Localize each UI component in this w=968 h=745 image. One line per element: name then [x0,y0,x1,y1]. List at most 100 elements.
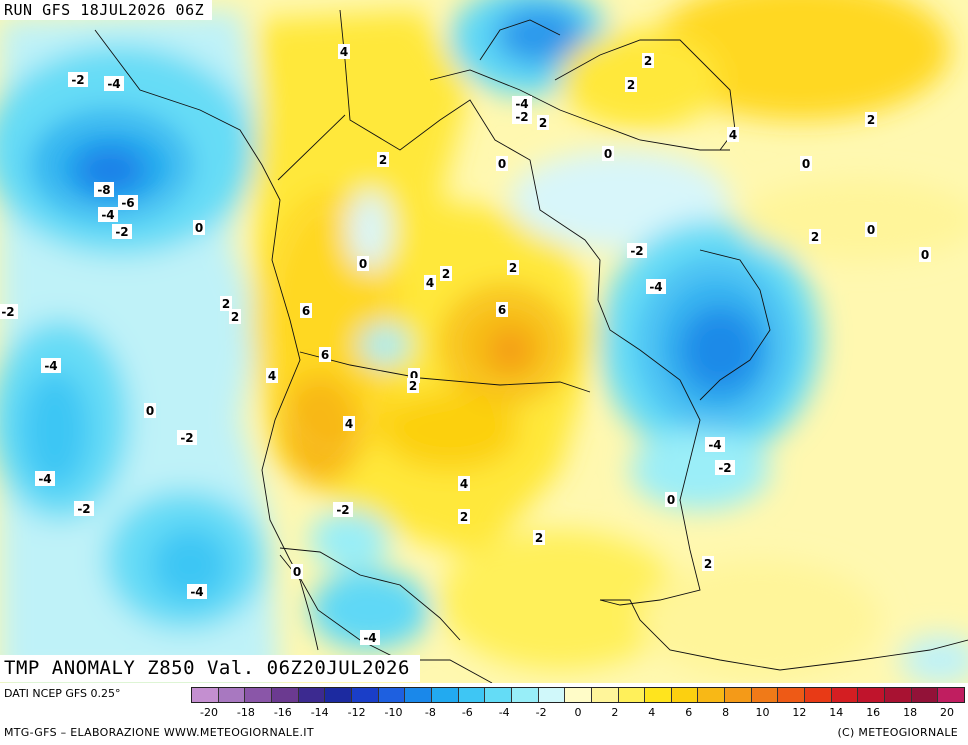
contour-label-bg [41,358,61,373]
color-swatch [325,688,352,702]
contour-label: -2 [1,305,14,319]
contour-label-bg [533,530,545,545]
contour-label-bg [144,403,156,418]
contour-label-bg [338,44,350,59]
contour-label: 0 [921,248,929,262]
contour-label-bg [407,378,419,393]
contour-label: 0 [146,404,154,418]
contour-label: 0 [802,157,810,171]
contour-label: 4 [729,128,737,142]
contour-label: 6 [321,348,329,362]
contour-label-bg [343,416,355,431]
contour-label-bg [727,127,739,142]
contour-label-bg [865,222,877,237]
color-swatch [671,688,699,702]
contour-label: 4 [340,45,348,59]
contour-label-bg [291,564,303,579]
color-scale-tick-label: -20 [200,706,218,719]
contour-label: -4 [190,585,203,599]
credits-left: MTG-GFS – ELABORAZIONE WWW.METEOGIORNALE… [4,726,314,739]
contour-label-bg [512,96,532,111]
contour-label-bg [0,304,18,319]
contour-label-bg [537,115,549,130]
contour-label-bg [94,182,114,197]
color-swatch [378,688,406,702]
contour-label: 2 [644,54,652,68]
contour-label: 0 [359,257,367,271]
contour-label-bg [625,77,637,92]
contour-label-bg [642,53,654,68]
contour-label-bg [705,437,725,452]
color-swatch [485,688,512,702]
contour-label: 2 [627,78,635,92]
color-scale-tick-label: -2 [535,706,547,719]
contour-label: -2 [718,461,731,475]
contour-label: 2 [539,116,547,130]
contour-label-bg [377,152,389,167]
contour-label-bg [800,156,812,171]
contour-label-bg [496,302,508,317]
color-scale-tick-label: 20 [940,706,954,719]
color-swatch [218,688,246,702]
contour-label: 2 [231,310,239,324]
contour-label-bg [702,556,714,571]
color-swatch [778,688,806,702]
contour-label: -4 [107,77,120,91]
color-swatch [511,688,539,702]
color-scale-tick-label: -4 [498,706,510,719]
color-swatch [751,688,779,702]
color-swatch [591,688,619,702]
contour-label-bg [496,156,508,171]
contour-label: 4 [426,276,434,290]
contour-label: -8 [97,183,110,197]
contour-label: -2 [71,73,84,87]
color-swatch [911,688,939,702]
color-swatch [405,688,432,702]
color-scale-tick-label: 14 [829,706,844,719]
contour-label-bg [360,630,380,645]
color-swatch [831,688,859,702]
color-swatch [271,688,299,702]
contour-label-bg [512,109,532,124]
color-swatch [245,688,272,702]
contour-label: -4 [38,472,51,486]
color-swatch [698,688,726,702]
contour-label-bg [118,195,138,210]
color-swatch [938,688,965,702]
contour-label: 2 [704,557,712,571]
contour-label-bg [35,471,55,486]
color-scale-tick-label: 4 [648,706,656,719]
contour-label-bg [74,501,94,516]
credits-right: (C) METEOGIORNALE [837,726,958,739]
color-scale-ticks: -20 -18 -16 -14 -12 -10 -8 -6 -4 -2 0 2 4 6 8 10 12 14 16 1… [191,706,965,722]
color-swatch [618,688,646,702]
contour-label: 2 [509,261,517,275]
color-scale-tick-label: 2 [611,706,619,719]
contour-label: 6 [498,303,506,317]
contour-label: -2 [336,503,349,517]
contour-label-bg [919,247,931,262]
color-scale-tick-label: -12 [347,706,366,719]
contour-label: 0 [410,369,418,383]
contour-label-bg [104,76,124,91]
contour-label: -2 [115,225,128,239]
color-scale-tick-label: -6 [461,706,473,719]
contour-label-bg [98,207,118,222]
contour-label: 0 [667,493,675,507]
contour-label-bg [507,260,519,275]
color-scale-tick-label: 18 [903,706,918,719]
political-borders [277,114,591,641]
contour-label: -4 [708,438,721,452]
color-swatch [298,688,326,702]
color-swatch [725,688,752,702]
color-swatch [458,688,486,702]
contour-label-bg [357,256,369,271]
contour-label-bg [319,347,331,362]
contour-label: -4 [44,359,57,373]
contour-label-bg [220,296,232,311]
color-scale-bar [191,687,965,703]
color-scale-tick-label: -14 [310,706,329,719]
footer-bar: DATI NCEP GFS 0.25° -20 -18 -16 -14 -12 -10 -8… [0,683,968,745]
